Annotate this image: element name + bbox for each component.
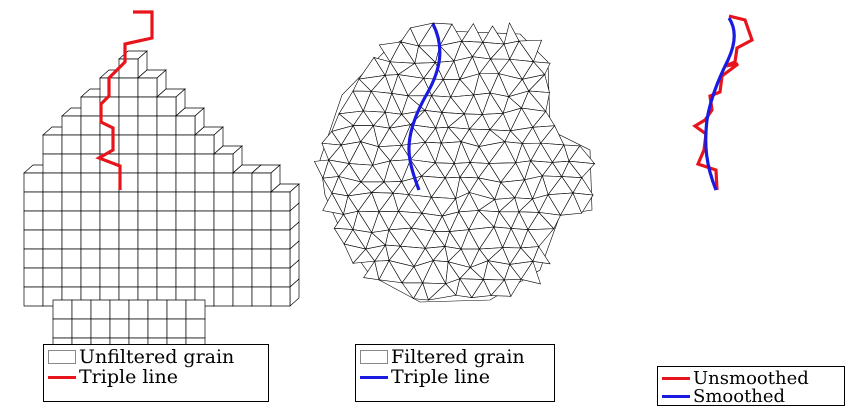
legend-entry-grain: Filtered grain: [360, 347, 550, 367]
red-line-swatch: [48, 375, 76, 379]
legend-entry-grain: Unfiltered grain: [48, 347, 264, 367]
triple-line-filtered: [407, 23, 442, 191]
legend-comparison: Unsmoothed Smoothed: [657, 366, 845, 406]
blue-line-swatch: [662, 394, 690, 398]
legend-entry-triple-line: Triple line: [360, 367, 550, 387]
legend-label: Triple line: [391, 365, 490, 388]
legend-label: Filtered grain: [391, 345, 525, 368]
grain-swatch: [360, 350, 388, 364]
triple-line-unfiltered: [95, 10, 154, 190]
smoothed-triple-line: [704, 17, 736, 191]
legend-label: Unsmoothed: [693, 367, 809, 389]
legend-filtered: Filtered grain Triple line: [355, 344, 555, 402]
legend-entry-unsmoothed: Unsmoothed: [662, 367, 840, 389]
legend-unfiltered: Unfiltered grain Triple line: [43, 344, 269, 402]
legend-entry-triple-line: Triple line: [48, 367, 264, 387]
legend-label: Unfiltered grain: [79, 345, 235, 368]
filtered-grain-mesh: [313, 22, 596, 303]
unfiltered-grain-mesh: [23, 50, 300, 358]
unsmoothed-triple-line: [692, 14, 754, 191]
legend-label: Triple line: [79, 365, 178, 388]
blue-line-swatch: [360, 375, 388, 379]
legend-entry-smoothed: Smoothed: [662, 385, 840, 407]
legend-label: Smoothed: [693, 385, 786, 407]
red-line-swatch: [662, 376, 690, 380]
grain-swatch: [48, 350, 76, 364]
